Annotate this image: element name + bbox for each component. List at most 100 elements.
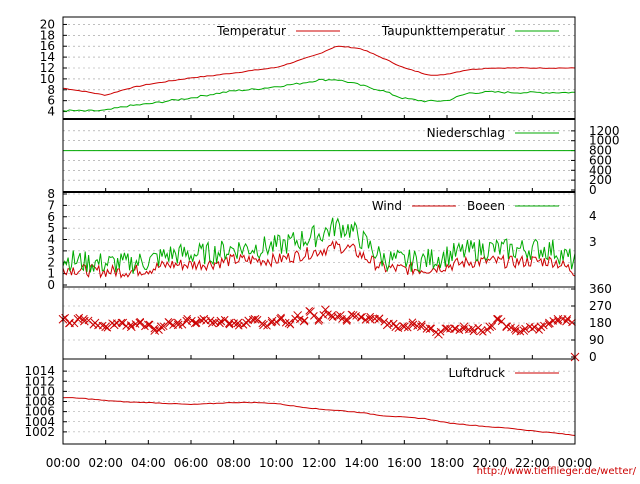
- scatter-point-stroke: [327, 311, 337, 320]
- scatter-point-stroke: [478, 328, 487, 336]
- y-tick-label: 10: [40, 72, 55, 86]
- scatter-point-stroke: [361, 316, 370, 324]
- x-tick-label: 00:00: [46, 456, 81, 470]
- y-tick-label: 1006: [24, 405, 55, 419]
- scatter-point: [155, 326, 163, 334]
- scatter-point-stroke: [187, 316, 196, 325]
- y-tick-label: 360: [589, 282, 612, 296]
- scatter-point-stroke: [314, 317, 323, 325]
- scatter-point: [98, 321, 107, 330]
- y-tick-label: 6: [47, 210, 55, 224]
- scatter-point-stroke: [488, 322, 497, 331]
- scatter-point-stroke: [321, 305, 330, 315]
- scatter-point: [521, 324, 529, 333]
- scatter-point: [333, 312, 342, 321]
- scatter-point: [244, 316, 253, 325]
- scatter-point: [234, 321, 243, 330]
- y-tick-label: 3: [47, 244, 55, 258]
- scatter-point: [338, 315, 346, 323]
- x-tick-label: 00:00: [558, 456, 593, 470]
- scatter-point: [347, 310, 356, 319]
- scatter-point-stroke: [211, 318, 220, 327]
- x-tick-label: 14:00: [344, 456, 379, 470]
- y-tick-label: 600: [589, 153, 612, 167]
- y-tick-label: 1000: [589, 134, 620, 148]
- legend-label: Temperatur: [216, 24, 286, 38]
- scatter-point: [394, 324, 403, 333]
- scatter-point-stroke: [234, 321, 243, 330]
- scatter-point: [233, 318, 243, 328]
- scatter-point-stroke: [206, 316, 215, 325]
- scatter-point-stroke: [408, 318, 417, 327]
- scatter-point: [436, 327, 445, 336]
- scatter-point-stroke: [427, 324, 436, 333]
- scatter-point-stroke: [310, 312, 318, 320]
- scatter-point: [483, 326, 492, 334]
- scatter-point-stroke: [366, 312, 375, 321]
- scatter-point-stroke: [207, 318, 217, 328]
- scatter-point: [361, 316, 370, 324]
- scatter-point-stroke: [286, 320, 295, 329]
- y-tick-label: 1200: [589, 124, 620, 138]
- scatter-point: [459, 322, 469, 332]
- y-tick-label: 1014: [24, 364, 55, 378]
- scatter-point-stroke: [98, 321, 107, 330]
- scatter-point-stroke: [75, 313, 84, 322]
- scatter-point-stroke: [250, 314, 260, 324]
- scatter-point: [408, 318, 417, 327]
- legend-label: Boeen: [467, 199, 505, 213]
- y-tick-label: 4: [47, 105, 55, 119]
- scatter-point: [117, 318, 126, 327]
- scatter-point-stroke: [389, 319, 398, 328]
- scatter-point-stroke: [101, 322, 111, 332]
- scatter-point: [427, 324, 436, 333]
- y-tick-label: 1002: [24, 425, 55, 439]
- scatter-point-stroke: [347, 310, 356, 319]
- scatter-point-stroke: [183, 314, 192, 323]
- scatter-point-stroke: [425, 324, 435, 334]
- scatter-point: [539, 321, 548, 330]
- scatter-point-stroke: [281, 318, 290, 327]
- right-tick-label: 3: [589, 235, 597, 249]
- scatter-point: [216, 319, 224, 328]
- scatter-point: [263, 321, 271, 330]
- scatter-point: [258, 319, 267, 328]
- source-url: http://www.tiefflieger.de/wetter/: [476, 466, 636, 477]
- scatter-point-stroke: [126, 322, 136, 332]
- scatter-point-stroke: [276, 314, 285, 324]
- scatter-point: [455, 326, 464, 335]
- scatter-point-stroke: [150, 324, 159, 333]
- scatter-point-stroke: [399, 322, 407, 330]
- scatter-point: [192, 319, 201, 327]
- legend-label: Niederschlag: [427, 126, 505, 140]
- y-tick-label: 200: [589, 173, 612, 187]
- scatter-point: [173, 318, 182, 327]
- scatter-point-stroke: [356, 313, 365, 321]
- scatter-point: [80, 314, 88, 323]
- y-tick-label: 12: [40, 61, 55, 75]
- scatter-point-stroke: [300, 316, 309, 325]
- x-tick-label: 16:00: [387, 456, 422, 470]
- scatter-point: [230, 319, 238, 327]
- scatter-point-stroke: [178, 320, 187, 329]
- scatter-point-stroke: [126, 321, 135, 329]
- scatter-point: [207, 318, 217, 328]
- scatter-point: [101, 322, 111, 332]
- scatter-point-stroke: [89, 320, 98, 329]
- scatter-point-stroke: [562, 316, 571, 326]
- y-tick-label: 6: [47, 94, 55, 108]
- scatter-point-stroke: [70, 319, 79, 328]
- scatter-point: [342, 317, 351, 325]
- scatter-point: [70, 319, 79, 328]
- scatter-point: [375, 314, 384, 323]
- scatter-point: [250, 314, 260, 324]
- scatter-point-stroke: [436, 327, 445, 336]
- scatter-point-stroke: [225, 318, 234, 328]
- scatter-point-stroke: [493, 314, 503, 324]
- y-tick-label: 4: [47, 233, 55, 247]
- scatter-point-stroke: [497, 317, 506, 326]
- scatter-point-stroke: [417, 322, 426, 332]
- series-line: [62, 78, 576, 112]
- scatter-point-stroke: [502, 322, 511, 331]
